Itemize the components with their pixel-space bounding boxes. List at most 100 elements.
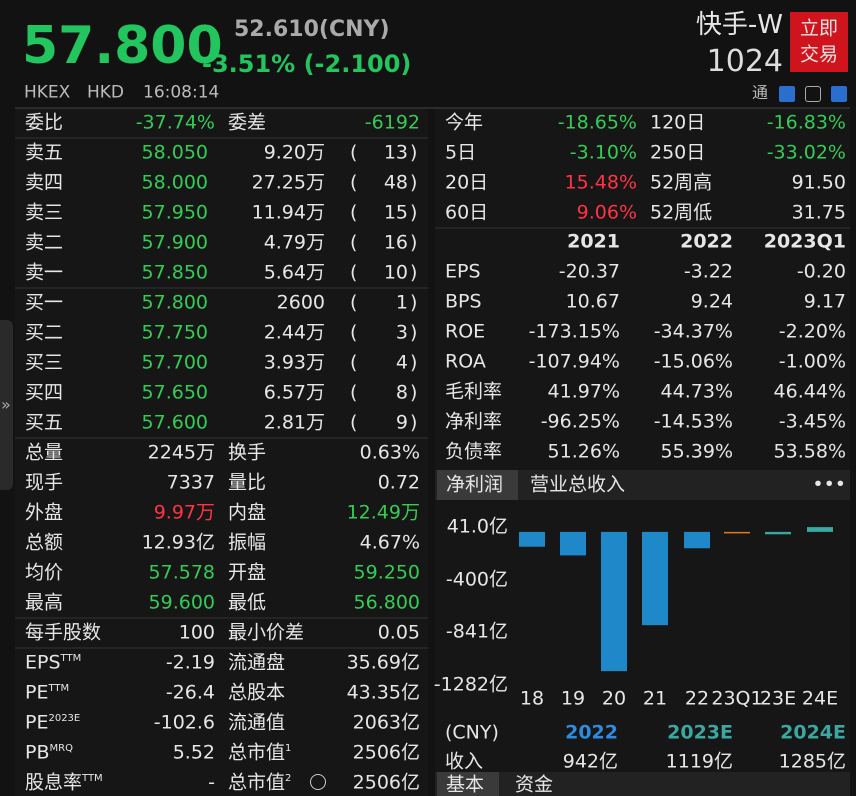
active-bottom-tab[interactable] bbox=[437, 772, 499, 796]
tab[interactable]: 基本 bbox=[446, 773, 485, 796]
bracket: ) bbox=[410, 351, 418, 374]
more-button[interactable]: ••• bbox=[812, 473, 846, 496]
level-volume: 2600 bbox=[276, 291, 325, 314]
value: 0.72 bbox=[377, 471, 420, 494]
label: 52周高 bbox=[650, 171, 713, 194]
level-volume: 4.79万 bbox=[263, 231, 325, 254]
label: 最高 bbox=[25, 591, 64, 614]
level-count: 8 bbox=[395, 381, 408, 404]
bar bbox=[601, 531, 627, 672]
label-sup: TTM bbox=[60, 653, 82, 665]
bar bbox=[560, 531, 586, 556]
forecast-cell: 1119亿 bbox=[665, 750, 733, 773]
y-tick-label: 41.0亿 bbox=[446, 515, 508, 538]
label: 52周低 bbox=[650, 201, 713, 224]
bracket: ( bbox=[350, 411, 358, 434]
connect-label[interactable]: 通 bbox=[752, 83, 769, 102]
level-label: 卖一 bbox=[25, 261, 64, 284]
label-sup: 2 bbox=[285, 773, 292, 785]
y-tick-label: -1282亿 bbox=[433, 673, 508, 696]
bracket: ) bbox=[410, 141, 418, 164]
value: -37.74% bbox=[135, 111, 215, 134]
bottom-tab-bar bbox=[435, 772, 850, 796]
metric-value: 44.73% bbox=[660, 380, 733, 403]
level-price: 57.850 bbox=[141, 261, 208, 284]
alert-icon[interactable] bbox=[805, 86, 821, 102]
metric-value: -107.94% bbox=[528, 350, 620, 373]
edit-icon[interactable] bbox=[779, 86, 795, 102]
label: 总市值2 bbox=[228, 771, 292, 794]
metric-label: ROE bbox=[445, 320, 486, 343]
level-volume: 27.25万 bbox=[251, 171, 325, 194]
bracket: ( bbox=[350, 291, 358, 314]
add-icon[interactable] bbox=[831, 86, 847, 102]
label-sup: 2023E bbox=[48, 713, 81, 725]
metric-value: 53.58% bbox=[773, 440, 846, 463]
value: 0.63% bbox=[359, 441, 420, 464]
label: 现手 bbox=[25, 471, 64, 494]
bracket: ( bbox=[350, 171, 358, 194]
level-label: 买三 bbox=[25, 351, 64, 374]
metric-value: -3.22 bbox=[683, 260, 733, 283]
stock-name: 快手-W bbox=[695, 10, 783, 40]
level-label: 卖四 bbox=[25, 171, 64, 194]
metric-value: -15.06% bbox=[653, 350, 733, 373]
tab[interactable]: 营业总收入 bbox=[530, 473, 626, 496]
value: -2.19 bbox=[165, 651, 215, 674]
level-price: 57.700 bbox=[141, 351, 208, 374]
sidebar-arrow[interactable]: » bbox=[1, 395, 11, 414]
metric-value: -3.45% bbox=[778, 410, 846, 433]
value: - bbox=[208, 771, 215, 794]
metric-value: 10.67 bbox=[565, 290, 620, 313]
level-count: 4 bbox=[395, 351, 408, 374]
last-price: 57.800 bbox=[22, 16, 223, 76]
right-panel bbox=[435, 108, 850, 796]
trade-button[interactable] bbox=[790, 12, 848, 72]
bar bbox=[765, 531, 791, 535]
metric-label: 毛利率 bbox=[445, 380, 503, 403]
time: 16:08:14 bbox=[143, 82, 220, 103]
info-icon[interactable] bbox=[310, 774, 326, 790]
label: 5日 bbox=[445, 141, 477, 164]
forecast-cell: 1285亿 bbox=[778, 750, 846, 773]
metric-label: 净利率 bbox=[445, 410, 503, 433]
label: 总额 bbox=[25, 531, 64, 554]
metric-value: -96.25% bbox=[540, 410, 620, 433]
label-sup: 1 bbox=[285, 743, 292, 755]
active-tab[interactable] bbox=[437, 470, 518, 500]
value: 15.48% bbox=[564, 171, 637, 194]
value: -18.65% bbox=[557, 111, 637, 134]
bracket: ( bbox=[350, 201, 358, 224]
sidebar-tab[interactable] bbox=[0, 320, 13, 490]
label: 委差 bbox=[228, 111, 267, 134]
label-sup: TTM bbox=[82, 773, 103, 785]
tab[interactable]: 资金 bbox=[515, 773, 554, 796]
value: 9.97万 bbox=[153, 501, 215, 524]
value: -33.02% bbox=[766, 141, 846, 164]
forecast-cell: 942亿 bbox=[562, 750, 618, 773]
level-price: 57.600 bbox=[141, 411, 208, 434]
level-count: 16 bbox=[383, 231, 408, 254]
level-price: 58.000 bbox=[141, 171, 208, 194]
label: 开盘 bbox=[228, 561, 267, 584]
bracket: ( bbox=[350, 231, 358, 254]
x-tick-label: 20 bbox=[601, 687, 627, 710]
label: 均价 bbox=[25, 561, 64, 584]
reference-price: 52.610(CNY) bbox=[234, 17, 390, 42]
value: 0.05 bbox=[377, 621, 420, 644]
bracket: ( bbox=[350, 321, 358, 344]
level-price: 58.050 bbox=[141, 141, 208, 164]
tab[interactable]: 净利润 bbox=[446, 473, 504, 496]
metric-label: BPS bbox=[445, 290, 482, 313]
bracket: ) bbox=[410, 291, 418, 314]
label: 最小价差 bbox=[228, 621, 305, 644]
label: 委比 bbox=[25, 111, 64, 134]
forecast-header: 2022 bbox=[565, 721, 618, 744]
value: 59.600 bbox=[148, 591, 215, 614]
level-count: 13 bbox=[383, 141, 408, 164]
level-price: 57.800 bbox=[141, 291, 208, 314]
bracket: ) bbox=[410, 261, 418, 284]
metric-value: 9.24 bbox=[690, 290, 733, 313]
currency: HKD bbox=[87, 82, 125, 103]
metric-value: 9.17 bbox=[803, 290, 846, 313]
